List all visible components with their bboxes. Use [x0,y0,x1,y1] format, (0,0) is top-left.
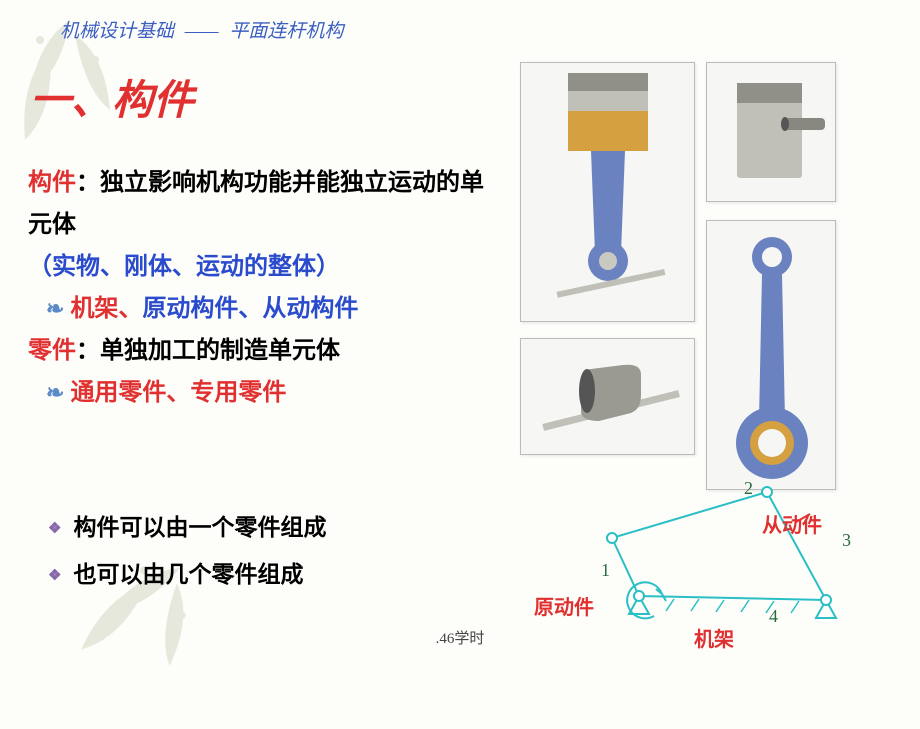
dun-1: 、 [118,296,142,322]
content-block: 构件：独立影响机构功能并能独立运动的单元体 （实物、刚体、运动的整体） ❧机架、… [28,162,488,414]
term-common-special: 通用零件、专用零件 [70,380,286,406]
label-driver: 原动件 [534,595,594,619]
def-line-3: ❧机架、原动构件、从动构件 [28,288,488,330]
term-lingjian: 零件 [28,338,76,364]
def-line-1: 构件：独立影响机构功能并能独立运动的单元体 [28,162,488,246]
def-line-5: ❧通用零件、专用零件 [28,372,488,414]
paren-explanation: （实物、刚体、运动的整体） [28,254,340,280]
figure-pin-hole-part [706,62,836,202]
figure-piston-assembly [520,62,695,322]
flourish-icon: ❧ [46,296,64,321]
term-jijia: 机架 [70,296,118,322]
header-course: 机械设计基础 [60,21,174,42]
link-num-4: 4 [769,606,778,626]
term-driver-follower: 原动构件、从动构件 [142,296,358,322]
slide-footer: .46学时 [0,627,920,648]
section-title: 一、构件 [30,66,194,126]
slide-header: 机械设计基础 —— 平面连杆机构 [60,16,343,43]
bullet-icon: ❖ [48,521,61,537]
colon-2: ： [76,338,100,364]
bullet-icon: ❖ [48,568,61,584]
bullet-text-2: 也可以由几个零件组成 [73,562,303,587]
term-goujian: 构件 [28,170,76,196]
bullet-item-1: ❖ 构件可以由一个零件组成 [48,504,478,551]
label-follower: 从动件 [762,513,822,537]
header-separator: —— [185,21,219,42]
header-topic: 平面连杆机构 [229,21,343,42]
colon-1: ： [76,170,100,196]
flourish-icon: ❧ [46,380,64,405]
def-line-4: 零件：单独加工的制造单元体 [28,330,488,372]
def-line-2: （实物、刚体、运动的整体） [28,246,488,288]
link-num-3: 3 [842,530,851,550]
figure-piston-pin [520,338,695,455]
link-num-2: 2 [744,478,753,498]
def-lingjian: 单独加工的制造单元体 [100,338,340,364]
bullet-text-1: 构件可以由一个零件组成 [73,515,326,540]
figure-connecting-rod [706,220,836,490]
link-num-1: 1 [601,560,610,580]
bullet-list: ❖ 构件可以由一个零件组成 ❖ 也可以由几个零件组成 [48,504,478,598]
bullet-item-2: ❖ 也可以由几个零件组成 [48,551,478,598]
